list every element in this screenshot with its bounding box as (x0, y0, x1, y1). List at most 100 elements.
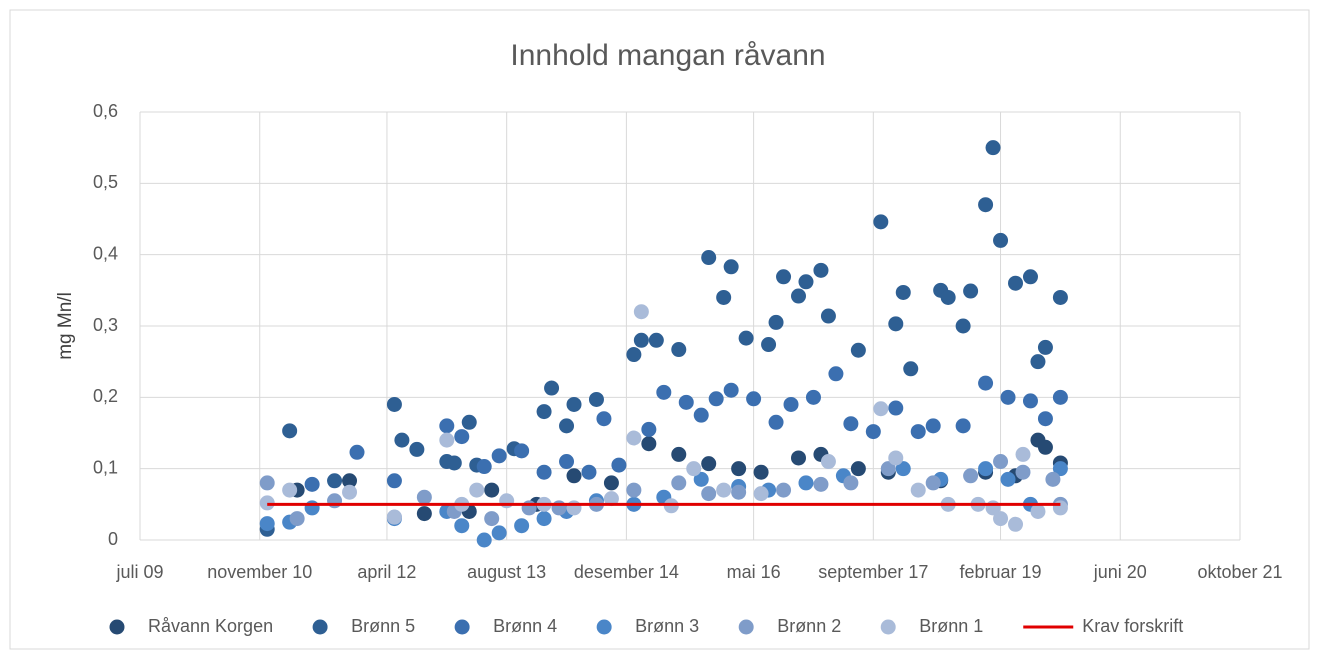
data-point (626, 347, 642, 363)
data-point (641, 436, 657, 452)
data-point (940, 289, 956, 305)
data-point (536, 464, 552, 480)
data-point (633, 304, 649, 320)
data-point (716, 289, 732, 305)
data-point (304, 476, 320, 492)
data-point (716, 482, 732, 498)
y-tick-label: 0,2 (93, 386, 118, 406)
data-point (798, 475, 814, 491)
data-point (386, 396, 402, 412)
data-point (454, 429, 470, 445)
data-point (678, 394, 694, 410)
data-point (476, 532, 492, 548)
data-point (1037, 411, 1053, 427)
data-point (514, 518, 530, 534)
legend-marker (312, 619, 328, 635)
y-tick-label: 0,4 (93, 243, 118, 263)
data-point (1052, 500, 1068, 516)
data-point (491, 448, 507, 464)
data-point (1052, 289, 1068, 305)
data-point (955, 318, 971, 334)
data-point (626, 482, 642, 498)
data-point (603, 475, 619, 491)
data-point (820, 308, 836, 324)
data-point (843, 475, 859, 491)
legend-label: Brønn 5 (351, 616, 415, 636)
data-point (551, 500, 567, 516)
x-tick-label: august 13 (467, 562, 546, 582)
data-point (1000, 389, 1016, 405)
data-point (776, 482, 792, 498)
data-point (327, 473, 343, 489)
legend-label: Brønn 1 (919, 616, 983, 636)
data-point (342, 484, 358, 500)
data-point (993, 232, 1009, 248)
data-point (776, 269, 792, 285)
data-point (693, 407, 709, 423)
data-point (910, 424, 926, 440)
data-point (386, 509, 402, 525)
data-point (1022, 269, 1038, 285)
x-tick-label: september 17 (818, 562, 928, 582)
data-point (753, 486, 769, 502)
data-point (925, 418, 941, 434)
data-point (1052, 389, 1068, 405)
data-point (304, 500, 320, 516)
legend-marker (596, 619, 612, 635)
data-point (895, 461, 911, 477)
data-point (708, 391, 724, 407)
data-point (993, 511, 1009, 527)
data-point (289, 511, 305, 527)
chart-frame (9, 9, 1310, 650)
data-point (566, 468, 582, 484)
data-point (813, 262, 829, 278)
data-point (259, 475, 275, 491)
data-point (603, 491, 619, 507)
data-point (1030, 354, 1046, 370)
data-point (386, 473, 402, 489)
data-point (282, 423, 298, 439)
data-point (910, 482, 926, 498)
data-point (633, 332, 649, 348)
data-point (701, 456, 717, 472)
data-point (439, 418, 455, 434)
data-point (1052, 461, 1068, 477)
legend-label: Råvann Korgen (148, 616, 273, 636)
x-tick-label: desember 14 (574, 562, 679, 582)
x-tick-label: oktober 21 (1197, 562, 1282, 582)
data-point (626, 430, 642, 446)
data-point (648, 332, 664, 348)
data-point (813, 476, 829, 492)
y-tick-label: 0,6 (93, 101, 118, 121)
data-point (491, 525, 507, 541)
data-point (873, 401, 889, 417)
data-point (738, 330, 754, 346)
data-point (895, 284, 911, 300)
data-point (978, 461, 994, 477)
data-point (820, 454, 836, 470)
data-point (1037, 439, 1053, 455)
data-point (1037, 339, 1053, 355)
data-point (416, 489, 432, 505)
data-point (903, 361, 919, 377)
data-point (1045, 471, 1061, 487)
x-tick-label: juli 09 (115, 562, 163, 582)
data-point (581, 464, 597, 480)
data-point (925, 475, 941, 491)
y-tick-label: 0,1 (93, 457, 118, 477)
data-point (327, 493, 343, 509)
data-point (349, 444, 365, 460)
data-point (723, 259, 739, 275)
data-point (888, 316, 904, 332)
x-tick-label: februar 19 (960, 562, 1042, 582)
x-tick-label: juni 20 (1093, 562, 1147, 582)
data-point (791, 288, 807, 304)
data-point (409, 441, 425, 457)
data-point (798, 274, 814, 290)
data-point (439, 432, 455, 448)
chart-title: Innhold mangan råvann (510, 39, 825, 72)
data-point (865, 424, 881, 440)
data-point (888, 450, 904, 466)
data-point (791, 450, 807, 466)
data-point (1000, 471, 1016, 487)
